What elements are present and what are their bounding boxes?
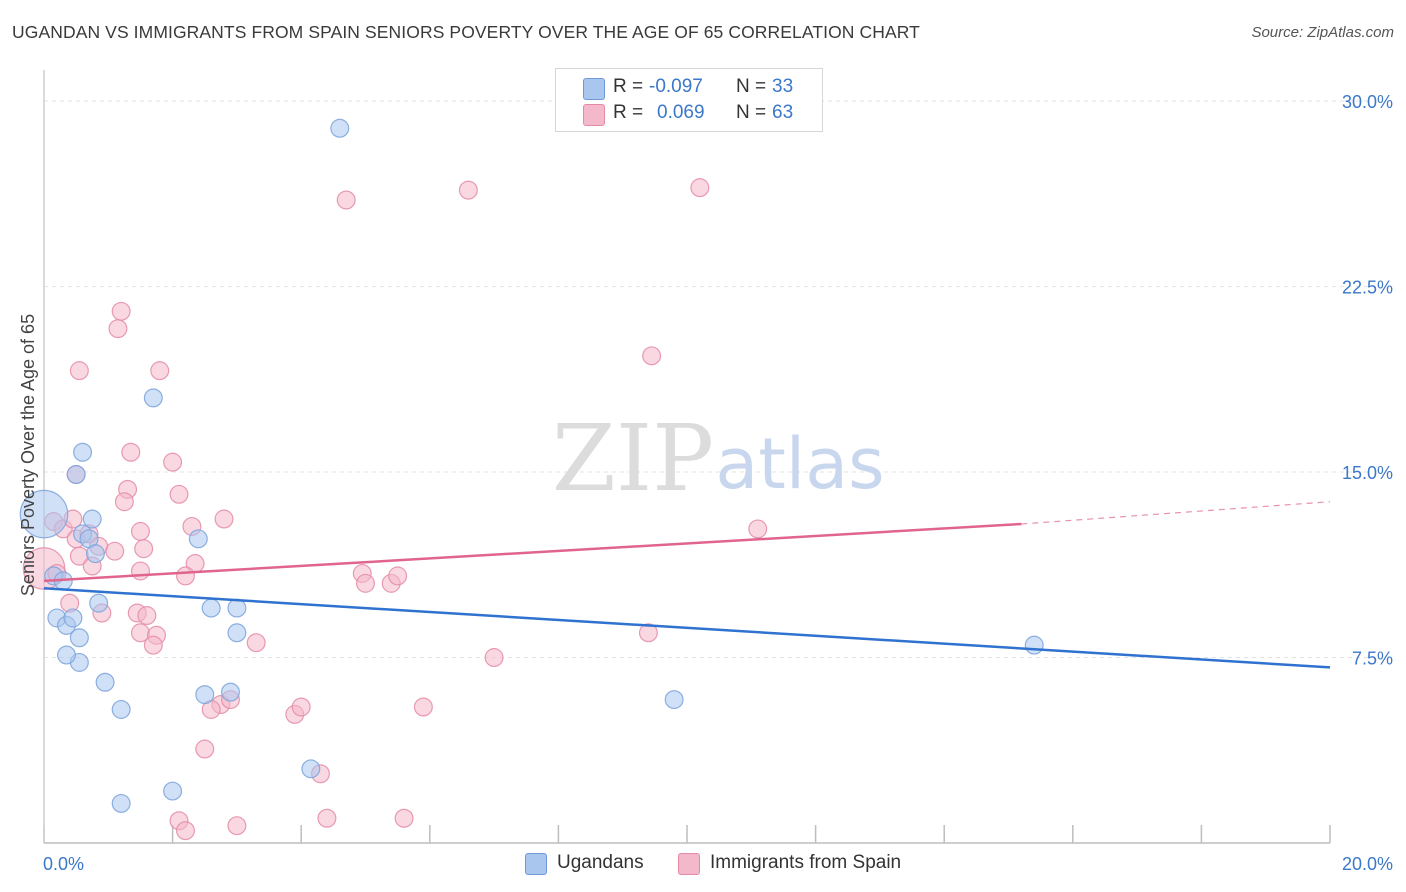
- point-immigrants-from-spain: [111, 301, 131, 321]
- point-immigrants-from-spain: [388, 566, 408, 586]
- point-immigrants-from-spain: [175, 821, 195, 841]
- point-ugandans: [143, 388, 163, 408]
- point-ugandans: [95, 672, 115, 692]
- point-immigrants-from-spain: [638, 623, 658, 643]
- point-immigrants-from-spain: [227, 816, 247, 836]
- trend-line-extension-immigrants-from-spain: [1021, 501, 1331, 525]
- point-immigrants-from-spain: [108, 319, 128, 339]
- source-note: Source: ZipAtlas.com: [1251, 24, 1394, 41]
- x-tick-label-max: 20.0%: [1342, 854, 1393, 874]
- point-immigrants-from-spain: [356, 573, 375, 593]
- legend-r-label: R =: [613, 102, 644, 123]
- y-tick-label: 15.0%: [1342, 463, 1393, 483]
- point-ugandans: [73, 442, 93, 462]
- trend-line-immigrants-from-spain: [43, 522, 1022, 583]
- point-ugandans: [63, 608, 83, 628]
- point-immigrants-from-spain: [458, 180, 478, 200]
- point-ugandans: [82, 509, 102, 529]
- legend-n-value: 33: [772, 76, 794, 97]
- point-ugandans: [69, 628, 89, 648]
- point-immigrants-from-spain: [195, 739, 215, 759]
- point-ugandans: [111, 793, 131, 813]
- point-ugandans: [1024, 635, 1044, 655]
- point-immigrants-from-spain: [317, 808, 337, 828]
- trend-line-ugandans: [43, 587, 1331, 669]
- point-immigrants-from-spain: [690, 178, 710, 198]
- bottom-legend-swatch-blue: [525, 853, 547, 875]
- bottom-legend-label: Immigrants from Spain: [710, 852, 902, 873]
- y-tick-labels: 7.5% 15.0% 22.5% 30.0%: [1342, 92, 1393, 668]
- point-immigrants-from-spain: [69, 361, 89, 381]
- point-immigrants-from-spain: [163, 452, 183, 472]
- point-ugandans: [195, 685, 215, 705]
- legend-n-label: N =: [736, 76, 767, 97]
- point-immigrants-from-spain: [114, 492, 134, 512]
- chart-title: UGANDAN VS IMMIGRANTS FROM SPAIN SENIORS…: [12, 22, 920, 42]
- point-immigrants-from-spain: [175, 566, 195, 586]
- x-tick-label-min: 0.0%: [43, 854, 84, 874]
- point-immigrants-from-spain: [291, 697, 311, 717]
- bottom-legend-swatch-pink: [678, 853, 700, 875]
- point-immigrants-from-spain: [394, 808, 414, 828]
- point-immigrants-from-spain: [214, 509, 234, 529]
- point-immigrants-from-spain: [137, 605, 157, 625]
- legend-swatch-blue: [583, 78, 605, 100]
- point-immigrants-from-spain: [134, 539, 154, 559]
- point-ugandans: [111, 699, 131, 719]
- y-axis-label: Seniors Poverty Over the Age of 65: [18, 314, 38, 596]
- bottom-legend-label: Ugandans: [557, 852, 644, 873]
- point-immigrants-from-spain: [484, 648, 504, 668]
- point-immigrants-from-spain: [413, 697, 433, 717]
- point-immigrants-from-spain: [130, 521, 150, 541]
- watermark-atlas: atlas: [715, 423, 884, 505]
- point-ugandans: [85, 544, 105, 564]
- legend-r-value: 0.069: [657, 102, 705, 123]
- series-ugandans: [19, 118, 1044, 813]
- stats-legend: R = -0.097 N = 33 R = 0.069 N = 63: [555, 68, 823, 132]
- point-ugandans: [19, 489, 69, 539]
- point-immigrants-from-spain: [169, 484, 189, 504]
- point-immigrants-from-spain: [336, 190, 356, 210]
- point-immigrants-from-spain: [105, 541, 125, 561]
- point-immigrants-from-spain: [150, 361, 170, 381]
- point-immigrants-from-spain: [121, 442, 141, 462]
- point-immigrants-from-spain: [143, 635, 163, 655]
- point-ugandans: [57, 645, 76, 665]
- point-ugandans: [66, 465, 86, 485]
- y-tick-label: 30.0%: [1342, 92, 1393, 112]
- legend-swatch-pink: [583, 104, 605, 126]
- point-immigrants-from-spain: [246, 633, 266, 653]
- point-ugandans: [301, 759, 321, 779]
- point-immigrants-from-spain: [130, 561, 150, 581]
- legend-n-value: 63: [772, 102, 794, 123]
- point-ugandans: [227, 623, 247, 643]
- legend-n-label: N =: [736, 102, 767, 123]
- point-ugandans: [163, 781, 183, 801]
- point-ugandans: [188, 529, 208, 549]
- point-ugandans: [330, 118, 350, 138]
- legend-r-value: -0.097: [649, 76, 703, 97]
- y-tick-label: 22.5%: [1342, 278, 1393, 298]
- point-ugandans: [220, 682, 240, 702]
- watermark-zip: ZIP: [552, 405, 714, 512]
- point-immigrants-from-spain: [642, 346, 662, 366]
- point-ugandans: [664, 690, 684, 710]
- point-immigrants-from-spain: [748, 519, 768, 539]
- point-ugandans: [89, 593, 109, 613]
- point-ugandans: [227, 598, 247, 618]
- point-ugandans: [201, 598, 221, 618]
- legend-r-label: R =: [613, 76, 644, 97]
- y-tick-label: 7.5%: [1352, 649, 1393, 669]
- trend-lines: [43, 501, 1331, 669]
